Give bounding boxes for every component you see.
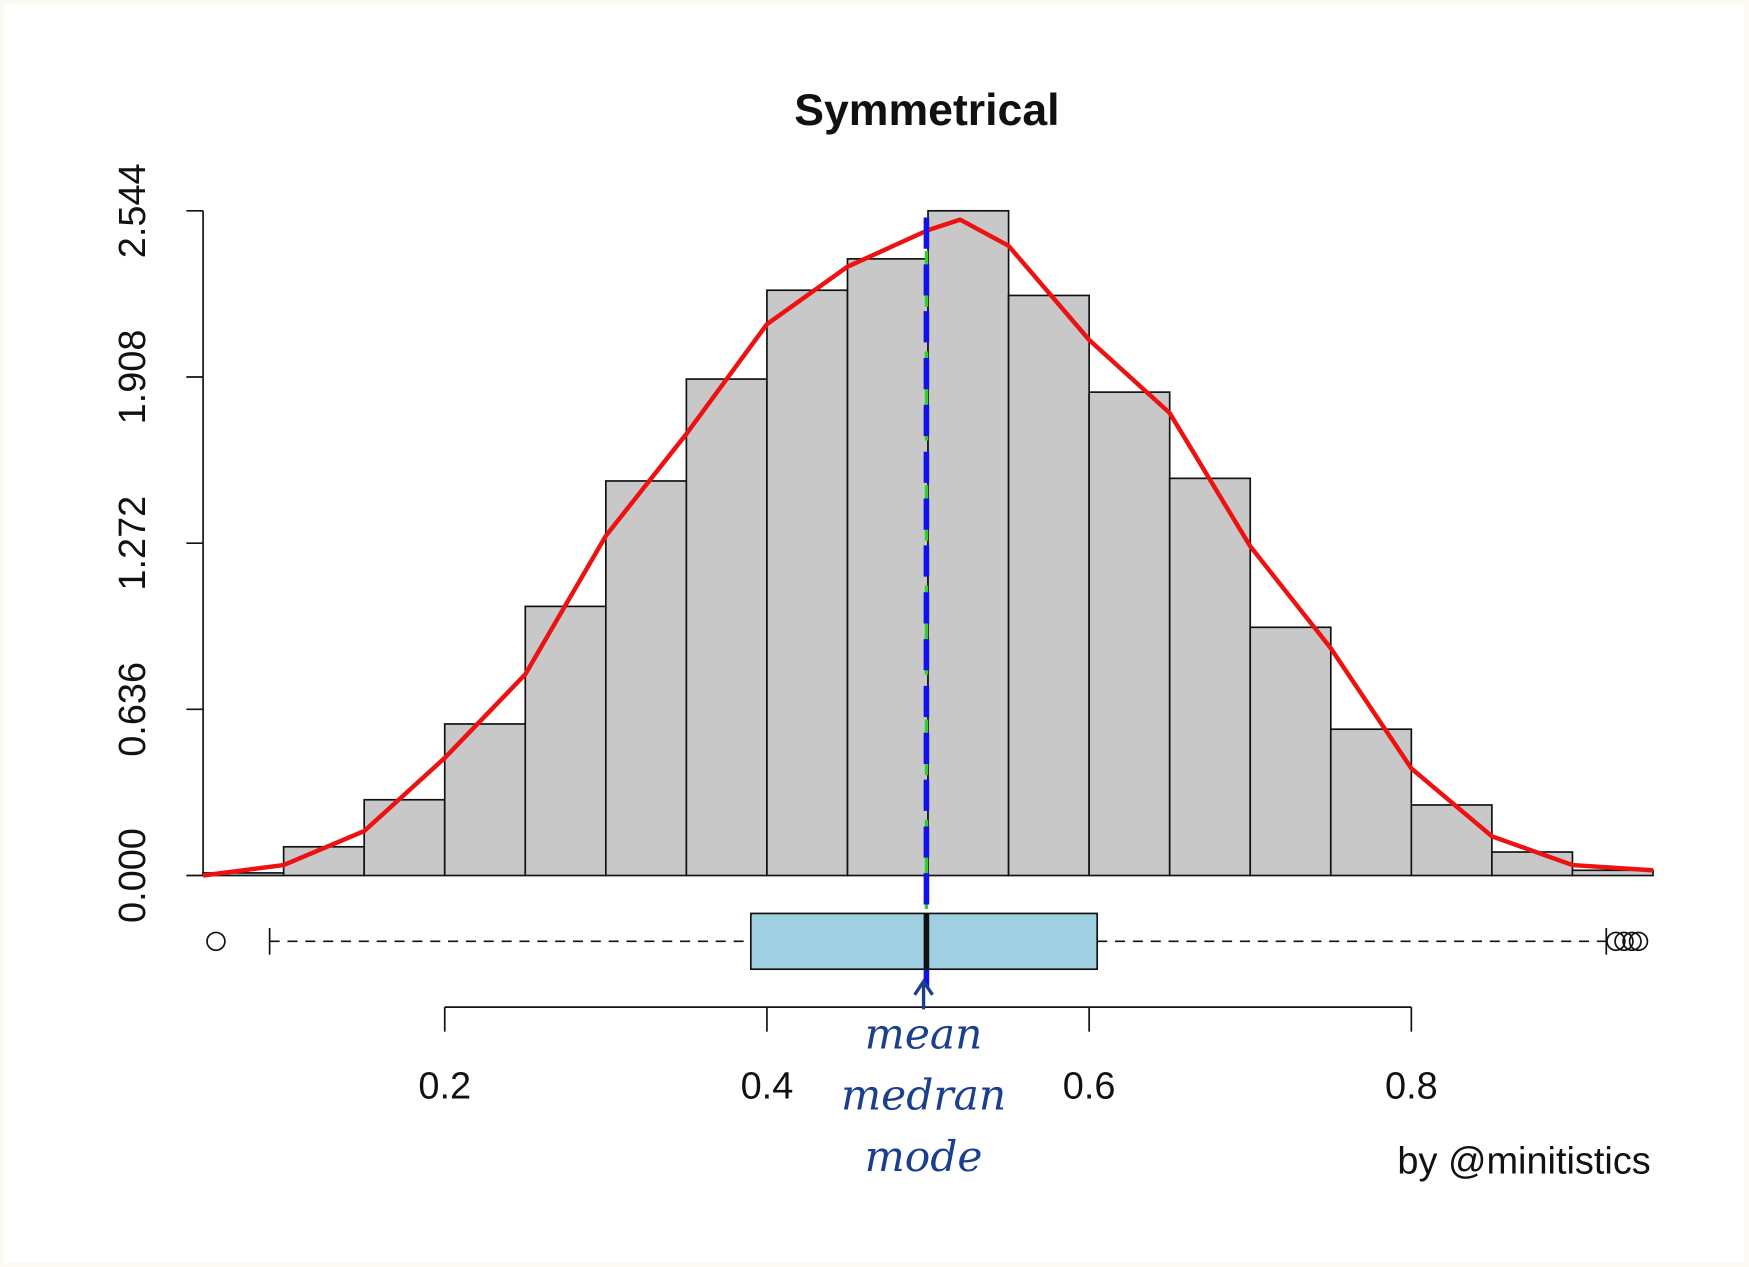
outlier — [1614, 931, 1634, 952]
outlier — [1628, 931, 1649, 952]
annotation: mean — [865, 1009, 983, 1058]
outlier — [1622, 931, 1642, 952]
y-tick-label: 1.908 — [112, 330, 154, 425]
bar — [1329, 728, 1413, 877]
bar — [524, 605, 607, 877]
bar — [443, 723, 527, 877]
annotation-arrow — [913, 978, 934, 1010]
y-tick-label: 2.544 — [112, 163, 154, 258]
bar — [766, 289, 849, 877]
outlier — [1606, 931, 1626, 952]
x-tick-label: 0.2 — [418, 1066, 471, 1108]
bar — [1571, 869, 1654, 877]
bar — [1007, 294, 1090, 877]
y-tick-label: 1.272 — [112, 496, 154, 591]
credit: by @minitistics — [1397, 1140, 1650, 1182]
bar — [604, 480, 688, 877]
bar — [846, 258, 929, 877]
bar — [1410, 804, 1493, 877]
chart-title: Symmetrical — [794, 86, 1059, 135]
density-curve — [202, 217, 1654, 878]
bar — [685, 378, 768, 877]
bar — [1168, 477, 1252, 877]
x-tick-label: 0.8 — [1385, 1066, 1438, 1108]
annotation: medran — [841, 1071, 1006, 1120]
bar — [363, 798, 446, 877]
outlier — [206, 931, 226, 952]
y-tick-label: 0.636 — [112, 662, 154, 757]
bar — [1249, 626, 1332, 877]
bar — [1088, 391, 1171, 877]
bar — [927, 209, 1010, 877]
x-tick-label: 0.4 — [741, 1066, 794, 1108]
annotation: mode — [865, 1132, 983, 1181]
y-tick-label: 0.000 — [112, 828, 154, 923]
bar — [1491, 851, 1574, 877]
x-tick-label: 0.6 — [1063, 1066, 1116, 1108]
